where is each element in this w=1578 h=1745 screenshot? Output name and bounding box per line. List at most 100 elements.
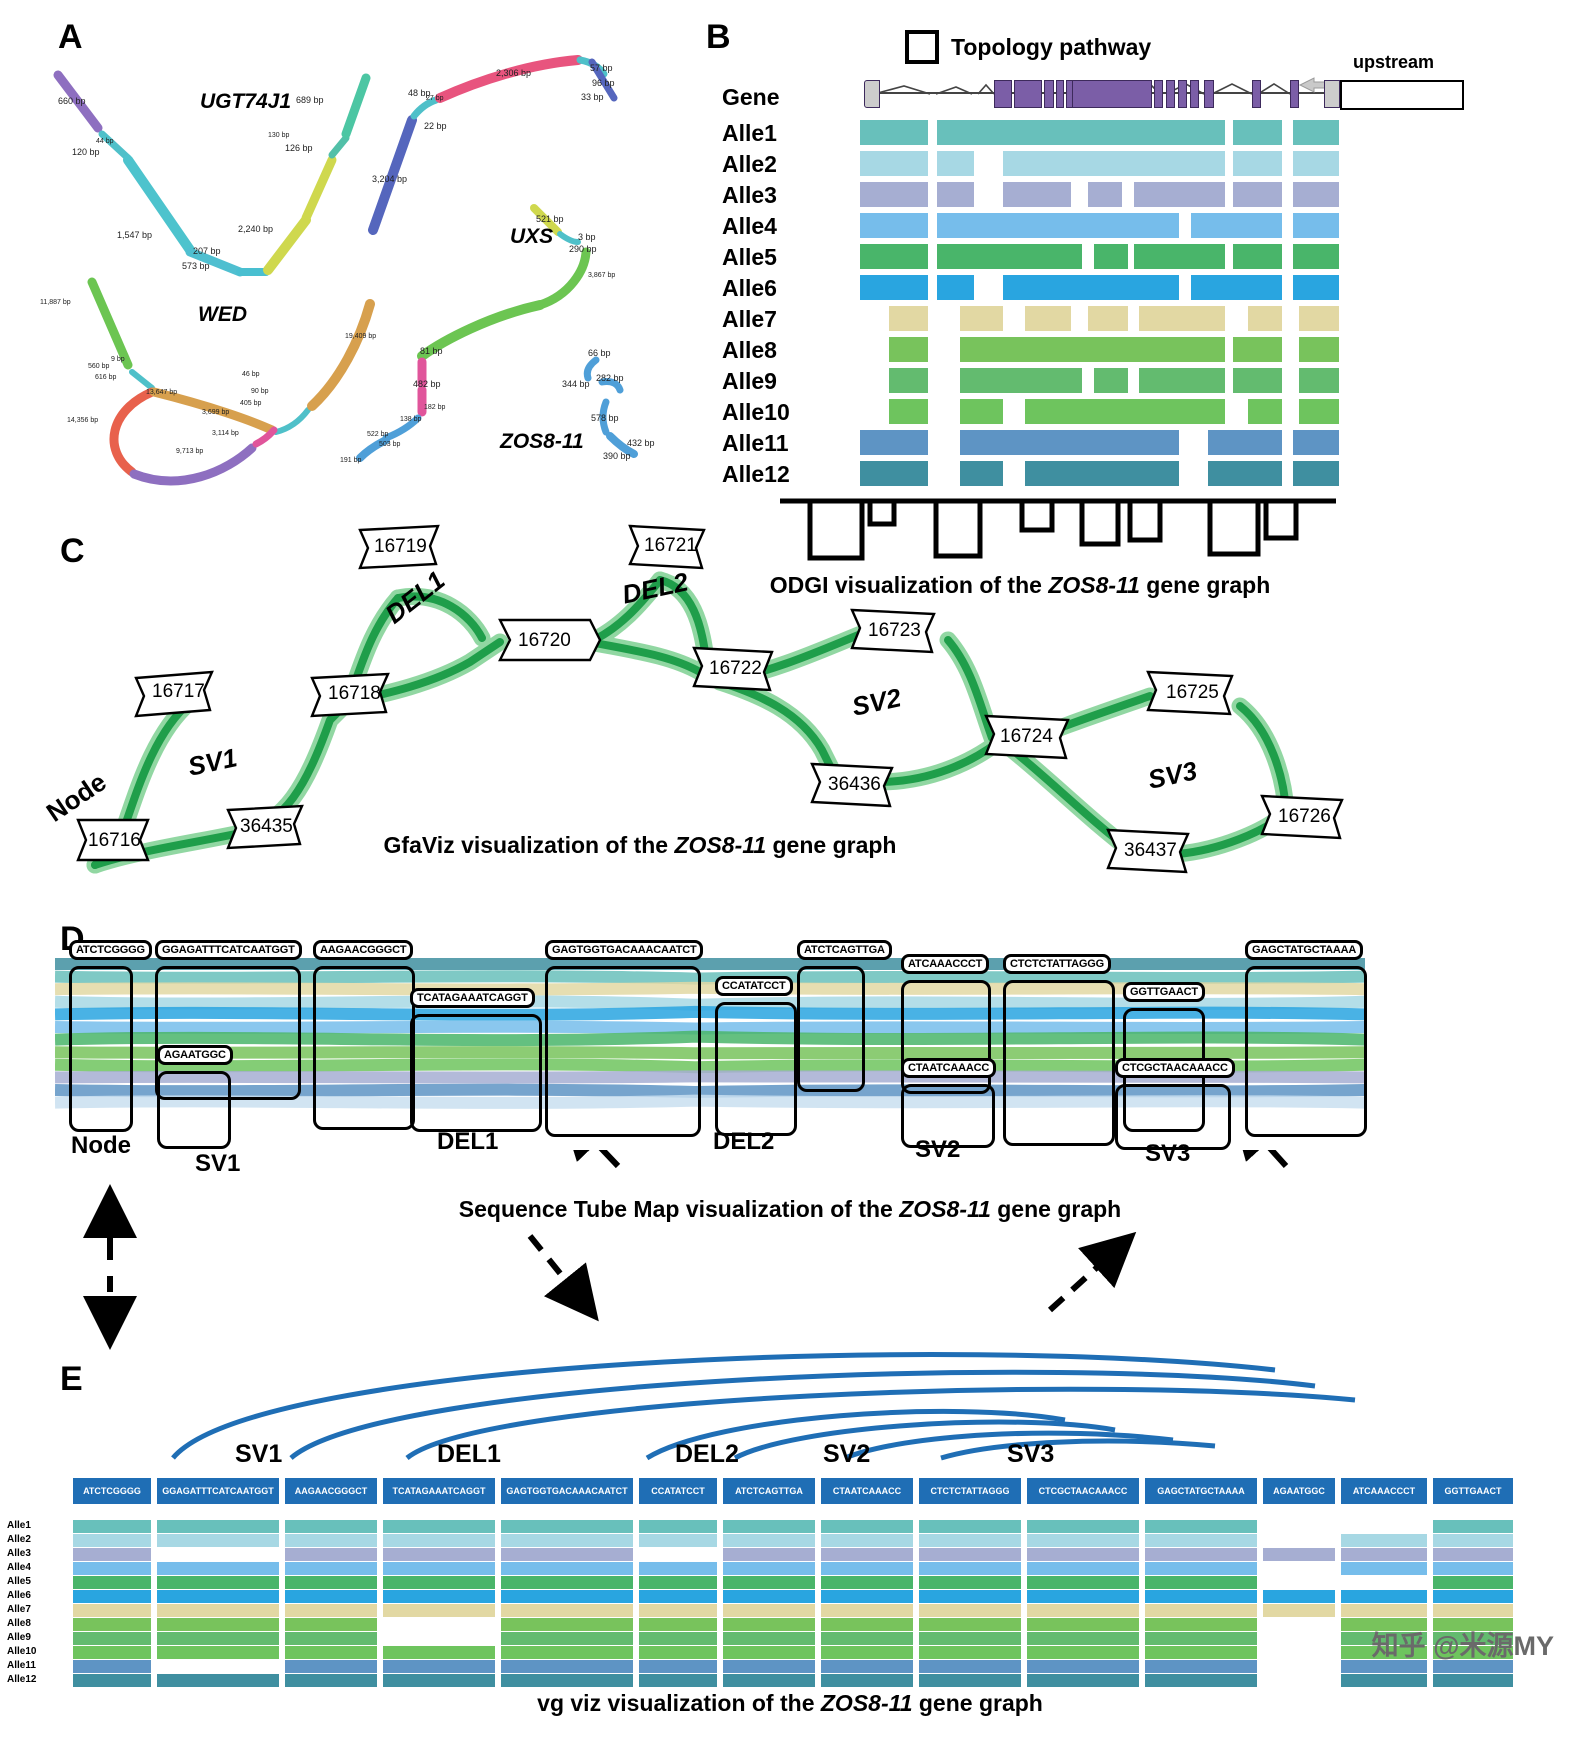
allele-segment [860,213,929,238]
panel-e-matrix-cell [919,1674,1021,1687]
allele-segment [936,213,1180,238]
tube-node-sequence: CTAATCAAACC [901,1058,997,1078]
allele-row: Alle7 [700,304,1340,335]
allele-label-alle12: Alle12 [722,461,790,487]
panel-e-matrix-cell [1027,1604,1139,1617]
bp-label: 405 bp [240,400,262,407]
panel-e-matrix-cell [639,1576,717,1589]
panel-e-matrix-cell [73,1576,151,1589]
bp-label: 3,204 bp [372,174,408,184]
panel-e-variant-label-sv2: SV2 [823,1440,871,1468]
panel-e-matrix-cell [919,1590,1021,1603]
node-label-36435: 36435 [240,816,293,837]
upstream-label: upstream [1353,52,1435,72]
allele-segment [1002,182,1071,207]
panel-e-node-sequence: GAGTGGTGACAAACAATCT [506,1486,628,1496]
panel-e-matrix-cell [157,1520,279,1533]
panel-e-matrix-cell [1433,1520,1513,1533]
allele-label-alle2: Alle2 [722,151,777,177]
bp-label: 3,699 bp [202,409,230,416]
panel-e-matrix-cell [821,1632,913,1645]
panel-a-graph [53,55,638,486]
panel-e-matrix-cell [1027,1562,1139,1575]
panel-e-matrix-cell [821,1534,913,1547]
topology-brackets [780,498,1336,561]
panel-e-matrix-cell [1433,1618,1513,1631]
allele-row: Alle2 [700,149,1340,180]
panel-e-matrix-cell [821,1562,913,1575]
allele-segment [1298,337,1339,362]
allele-row: Alle3 [700,180,1340,211]
allele-label-alle11: Alle11 [722,430,789,456]
gene-exon [1166,80,1175,108]
allele-row: Alle1 [700,118,1340,149]
panel-e-matrix-cell [1433,1562,1513,1575]
panel-e-matrix-cell [1027,1632,1139,1645]
allele-segment [936,182,974,207]
panel-e-variant-label-del1: DEL1 [437,1440,501,1468]
allele-label-alle6: Alle6 [722,275,777,301]
panel-e-matrix-cell [639,1674,717,1687]
allele-segment [936,275,974,300]
tube-node-box [545,966,701,1137]
allele-label-alle8: Alle8 [722,337,777,363]
caption-prefix: Sequence Tube Map visualization of the [458,1196,900,1222]
tube-node-box [157,1071,231,1149]
panel-e-matrix-cell [639,1562,717,1575]
allele-segment [1247,306,1282,331]
panel-e-matrix-cell [285,1548,377,1561]
allele-segment [1293,275,1339,300]
panel-e-node-sequence: GAGCTATGCTAAAA [1157,1486,1245,1496]
allele-segment [888,337,929,362]
node-label-16723: 16723 [868,620,921,641]
allele-segment [1207,430,1282,455]
allele-label-alle3: Alle3 [722,182,777,208]
panel-e-variant-label-sv3: SV3 [1007,1440,1055,1468]
bp-label: 344 bp [562,379,590,389]
bp-label: 19,409 bp [345,333,377,340]
panel-b: Topology pathway Gene [700,14,1464,598]
panel-e-matrix-cell [157,1604,279,1617]
allele-row: Alle10 [700,397,1340,428]
panel-e-matrix-cell [383,1548,495,1561]
gene-exon [1072,80,1152,108]
panel-e-node-bar [1433,1478,1513,1504]
panel-e-matrix-cell [157,1646,279,1659]
allele-row: Alle9 [700,366,1340,397]
node-label-16722: 16722 [709,658,762,679]
panel-e-matrix-cell [1341,1548,1427,1561]
gene-exon [1252,80,1261,108]
node-label-16719: 16719 [374,536,427,557]
panel-e-matrix-cell [919,1660,1021,1673]
bp-label: 96 bp [592,78,615,88]
bp-label: 27 bp [426,95,444,102]
tube-node-sequence: TCATAGAAATCAGGT [410,988,535,1008]
panel-e-matrix-cell [1027,1576,1139,1589]
tube-node-box [1003,980,1115,1146]
panel-e-matrix-cell [285,1632,377,1645]
node-label-16717: 16717 [152,681,205,702]
gene-exon [1290,80,1299,108]
tube-node-box [410,1014,542,1132]
allele-rows: Alle1 Alle2 Alle3 Alle4 Alle5 Alle6 Alle7 Alle8… [700,118,1340,490]
bp-label: 191 bp [340,457,362,464]
panel-e-matrix-cell [501,1604,633,1617]
allele-segment [1190,213,1282,238]
panel-e-matrix-cell [1145,1604,1257,1617]
panel-de-connectors [83,1150,1289,1350]
bp-label: 44 bp [96,138,114,145]
panel-e-matrix-cell [383,1520,495,1533]
panel-e-matrix-cell [1145,1562,1257,1575]
panel-e-node-sequence: CTCGCTAACAAACC [1038,1486,1128,1496]
gene-label-uxs: UXS [510,225,554,248]
panel-e-matrix-cell [1145,1646,1257,1659]
panel-e-matrix-cell [73,1590,151,1603]
tube-path [54,1094,1366,1109]
panel-e-matrix-cell [723,1534,815,1547]
panel-e-matrix-cell [919,1534,1021,1547]
bp-label: 120 bp [72,147,100,157]
bp-label: 22 bp [424,121,447,131]
panel-e-allele-label-alle6: Alle6 [7,1590,31,1601]
panel-e-matrix-cell [285,1618,377,1631]
node-label-16716: 16716 [88,830,141,851]
